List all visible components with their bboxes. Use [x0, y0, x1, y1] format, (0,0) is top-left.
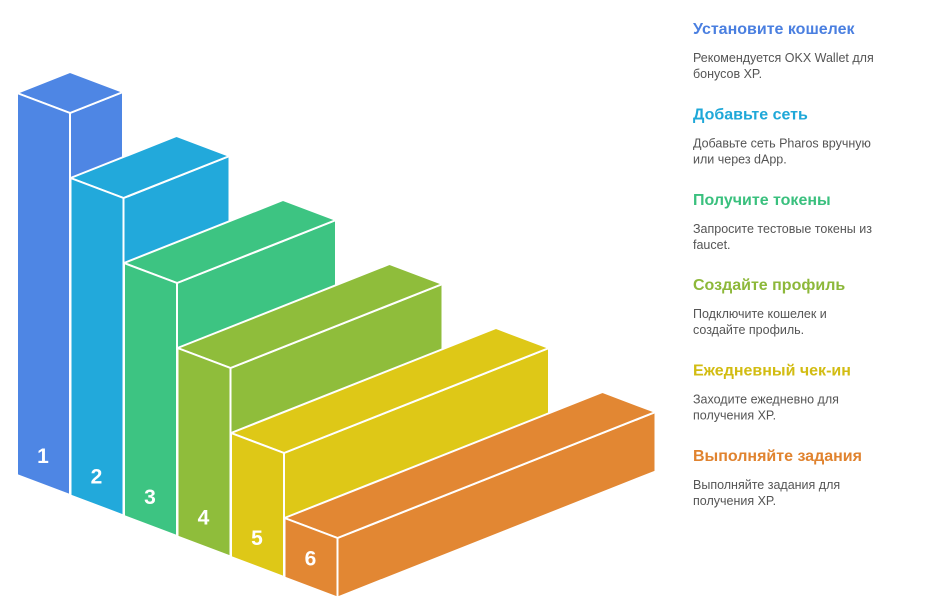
- step-title: Создайте профиль: [693, 277, 845, 294]
- step: 6: [283, 391, 657, 599]
- step-description: получения XP.: [693, 494, 776, 508]
- step: 5: [230, 327, 550, 578]
- step-description: или через dApp.: [693, 152, 787, 166]
- step-description: Добавьте сеть Pharos вручную: [693, 136, 871, 150]
- step-number: 3: [144, 486, 156, 509]
- step-description: Запросите тестовые токены из: [693, 222, 872, 236]
- step-description: получения XP.: [693, 409, 776, 423]
- step-number: 4: [198, 507, 210, 530]
- step-description: бонусов XP.: [693, 67, 762, 81]
- step-title: Выполняйте задания: [693, 448, 862, 465]
- step-description: faucet.: [693, 238, 731, 252]
- step-description: создайте профиль.: [693, 323, 804, 337]
- step-number: 1: [37, 445, 49, 468]
- step-title: Добавьте сеть: [693, 106, 808, 123]
- step-number: 5: [251, 527, 263, 550]
- step-description: Подключите кошелек и: [693, 307, 827, 321]
- step-title: Ежедневный чек-ин: [693, 363, 851, 380]
- step-title: Установите кошелек: [693, 21, 856, 38]
- step-front: [283, 517, 339, 599]
- step-title: Получите токены: [693, 192, 831, 209]
- step-front: [16, 92, 71, 496]
- step-description: Выполняйте задания для: [693, 478, 840, 492]
- step-description: Заходите ежедневно для: [693, 393, 839, 407]
- step-description: Рекомендуется OKX Wallet для: [693, 51, 874, 65]
- step-front: [230, 432, 285, 578]
- step-number: 2: [91, 466, 103, 489]
- step-number: 6: [305, 548, 317, 571]
